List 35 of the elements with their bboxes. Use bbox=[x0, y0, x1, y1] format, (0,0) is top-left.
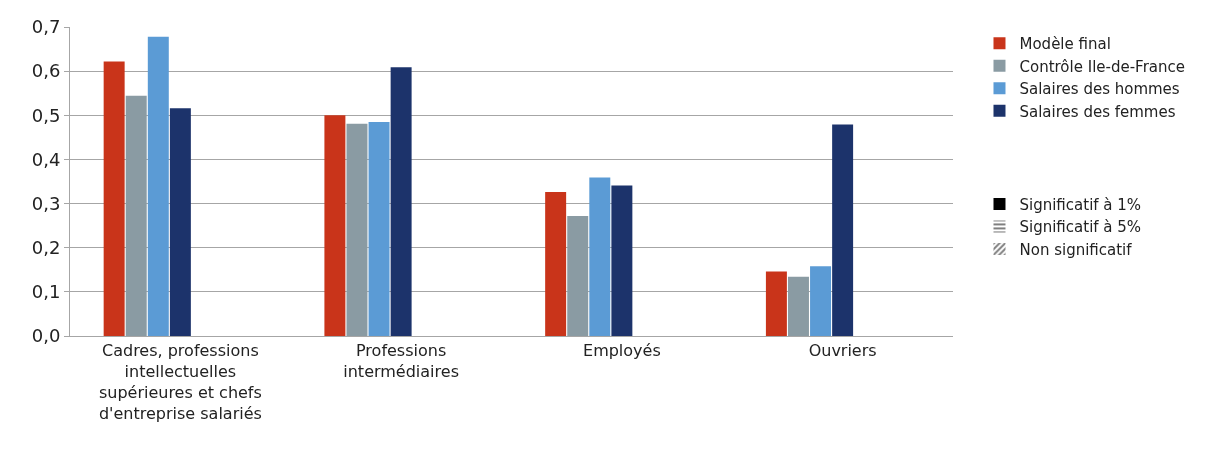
bar bbox=[169, 108, 191, 336]
bar bbox=[765, 271, 787, 336]
x-tick-label: Ouvriers bbox=[808, 341, 877, 361]
bar bbox=[810, 266, 832, 336]
bar bbox=[324, 115, 346, 336]
bar bbox=[832, 124, 854, 336]
x-tick-label: Cadres, professions intellectuelles supérieures et chefs d'entreprise salariés bbox=[98, 341, 262, 423]
x-tick-label: Professions intermédiaires bbox=[343, 341, 459, 381]
y-tick-label: 0,6 bbox=[31, 60, 61, 82]
bar bbox=[787, 276, 809, 336]
bar bbox=[368, 121, 390, 336]
x-tick-label: Employés bbox=[583, 341, 661, 361]
y-tick-label: 0,5 bbox=[31, 104, 61, 126]
y-tick-label: 0,1 bbox=[31, 281, 61, 303]
bar bbox=[346, 123, 368, 336]
legend-label: Non significatif bbox=[1019, 240, 1133, 259]
legend-label: Significatif à 5% bbox=[1019, 218, 1142, 237]
legend-label: Significatif à 1% bbox=[1019, 195, 1142, 214]
bar bbox=[589, 177, 611, 336]
y-tick-label: 0,7 bbox=[31, 16, 61, 38]
y-tick-label: 0,0 bbox=[31, 325, 61, 347]
bar bbox=[567, 215, 589, 336]
y-tick-label: 0,4 bbox=[31, 148, 61, 170]
bar bbox=[390, 67, 412, 336]
y-tick-label: 0,2 bbox=[31, 237, 61, 259]
bar bbox=[147, 36, 169, 336]
legend-label: Salaires des hommes bbox=[1019, 80, 1180, 99]
legend-label: Modèle final bbox=[1019, 35, 1111, 54]
legend-label: Contrôle Ile-de-France bbox=[1019, 57, 1185, 76]
y-tick-label: 0,3 bbox=[31, 192, 61, 214]
bar bbox=[103, 61, 125, 336]
bar bbox=[611, 185, 633, 336]
bar bbox=[125, 95, 147, 336]
legend-label: Salaires des femmes bbox=[1019, 102, 1176, 121]
bar bbox=[545, 192, 567, 336]
